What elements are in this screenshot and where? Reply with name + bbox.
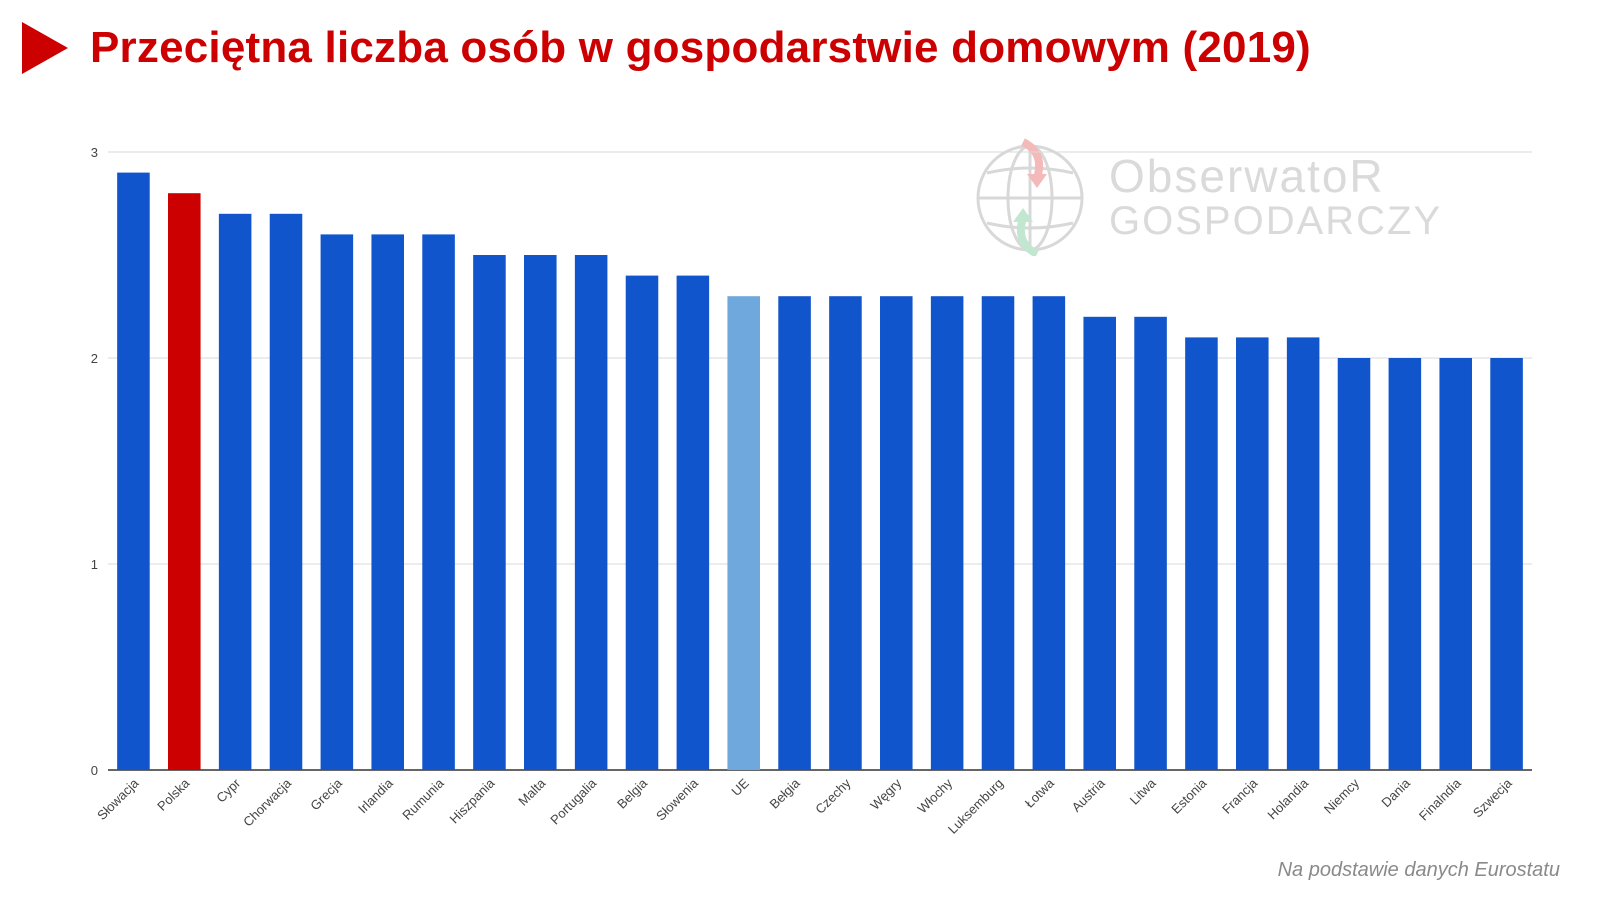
bar	[727, 296, 760, 770]
bar	[117, 172, 150, 771]
x-tick-label: Dania	[1378, 775, 1413, 810]
bar	[1439, 358, 1472, 770]
watermark: ObserwatoR GOSPODARCZY	[975, 138, 1442, 256]
y-tick-label: 2	[91, 351, 98, 366]
bar	[1337, 358, 1371, 770]
play-arrow-icon	[22, 22, 68, 74]
bar	[778, 296, 811, 770]
bar	[829, 296, 862, 770]
x-tick-label: Belgia	[614, 775, 651, 812]
chart-header: Przeciętna liczba osób w gospodarstwie d…	[22, 22, 1311, 74]
bar	[1490, 358, 1523, 770]
bar	[574, 255, 608, 770]
x-tick-label: Chorwacja	[240, 775, 295, 830]
x-tick-label: UE	[728, 775, 752, 799]
bar	[1388, 358, 1422, 770]
x-tick-label: Łotwa	[1022, 775, 1058, 811]
bar	[676, 275, 710, 770]
bar	[1134, 316, 1167, 770]
watermark-line1: ObserwatoR	[1109, 149, 1385, 202]
bar	[422, 234, 455, 770]
globe-arrows-icon	[976, 138, 1084, 256]
x-tick-label: Węgry	[867, 775, 905, 813]
y-tick-label: 3	[91, 145, 98, 160]
bar	[1286, 337, 1320, 770]
x-tick-label: Estonia	[1168, 775, 1210, 817]
x-tick-label: Luksemburg	[945, 776, 1006, 837]
x-tick-label: Polska	[154, 775, 193, 814]
x-tick-label: Słowacja	[94, 775, 142, 823]
x-tick-label: Włochy	[915, 775, 956, 816]
x-tick-label: Litwa	[1127, 775, 1160, 808]
x-tick-label: Irlandia	[355, 775, 396, 816]
bar	[269, 213, 303, 771]
bar	[880, 296, 913, 770]
bar	[625, 275, 659, 770]
x-tick-label: Czechy	[812, 775, 854, 817]
chart-title: Przeciętna liczba osób w gospodarstwie d…	[90, 23, 1311, 72]
x-tick-label: Portugalia	[547, 775, 600, 828]
bar	[1185, 337, 1218, 770]
x-tick-label: Rumunia	[399, 775, 447, 823]
bar	[1236, 337, 1269, 770]
x-tick-label: Austria	[1069, 775, 1109, 815]
bar	[930, 296, 964, 770]
bar	[1032, 296, 1066, 770]
bar	[168, 193, 201, 770]
x-tick-label: Niemcy	[1321, 775, 1363, 817]
x-tick-label: Finalndia	[1416, 775, 1464, 823]
x-tick-label: Holandia	[1264, 775, 1311, 822]
x-tick-label: Francja	[1219, 775, 1261, 817]
source-note: Na podstawie danych Eurostatu	[1277, 859, 1560, 881]
watermark-line2: GOSPODARCZY	[1109, 199, 1443, 244]
x-tick-label: Bełgia	[767, 775, 804, 812]
x-tick-label: Hiszpania	[447, 775, 499, 827]
bar	[473, 255, 506, 770]
bar	[218, 213, 252, 771]
x-tick-label: Szwecja	[1470, 775, 1515, 820]
x-tick-label: Grecja	[307, 775, 345, 813]
bar	[371, 234, 404, 770]
bar	[320, 234, 354, 770]
x-tick-label: Cypr	[213, 775, 243, 805]
bar	[524, 255, 557, 770]
bar	[981, 296, 1015, 770]
x-tick-label: Słowenia	[653, 775, 701, 823]
bar	[1083, 316, 1116, 770]
x-tick-label: Malta	[515, 775, 549, 809]
y-tick-label: 0	[91, 763, 98, 778]
y-tick-label: 1	[91, 557, 98, 572]
